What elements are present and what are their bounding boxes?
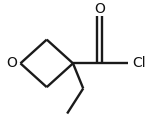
Text: Cl: Cl bbox=[132, 56, 146, 70]
Text: O: O bbox=[6, 56, 17, 70]
Text: O: O bbox=[94, 2, 105, 16]
